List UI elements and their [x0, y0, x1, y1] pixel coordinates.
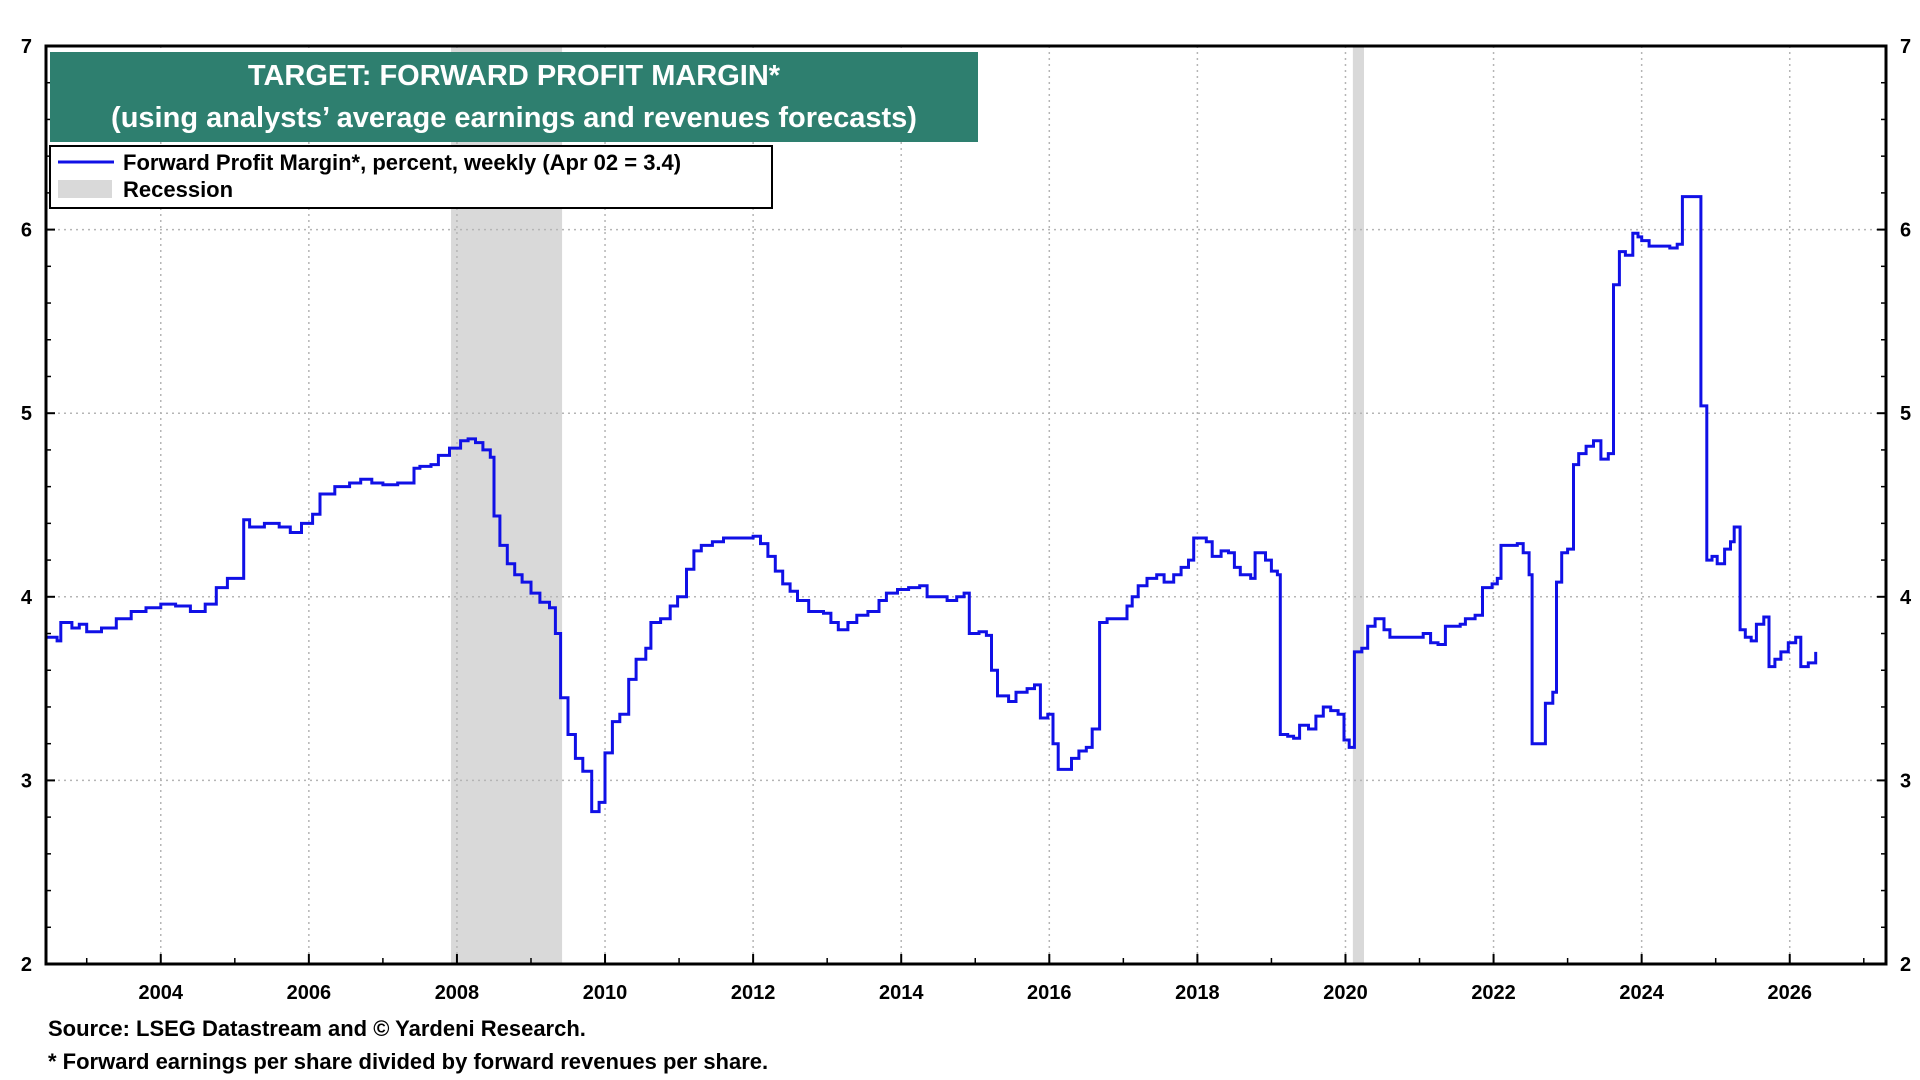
chart-title-line-1: TARGET: FORWARD PROFIT MARGIN* [248, 60, 781, 92]
recession-band [1352, 46, 1364, 964]
x-tick-label: 2004 [139, 982, 184, 1004]
x-tick-label: 2016 [1027, 982, 1072, 1004]
x-tick-label: 2006 [287, 982, 332, 1004]
chart-title-box: TARGET: FORWARD PROFIT MARGIN* (using an… [50, 52, 978, 142]
source-note: Source: LSEG Datastream and © Yardeni Re… [48, 1016, 586, 1041]
x-tick-label: 2024 [1619, 982, 1664, 1004]
y-tick-label-right: 7 [1900, 36, 1911, 58]
legend-frame [49, 145, 773, 209]
axis-labels: 2 2 3 3 4 4 5 5 6 6 7 7 2004 2006 2008 2010 2012 2014 2016… [21, 36, 1912, 1004]
axis-ticks [46, 45, 1886, 965]
y-tick-label-left: 2 [21, 954, 32, 976]
y-tick-label-right: 4 [1900, 587, 1912, 609]
y-tick-label-right: 2 [1900, 954, 1911, 976]
x-tick-label: 2022 [1471, 982, 1516, 1004]
series-line [46, 195, 1818, 814]
y-tick-label-right: 3 [1900, 770, 1911, 792]
footnote: * Forward earnings per share divided by … [48, 1049, 769, 1074]
y-tick-label-right: 5 [1900, 403, 1911, 425]
y-tick-label-left: 4 [21, 587, 33, 609]
x-tick-label: 2010 [583, 982, 628, 1004]
y-tick-label-left: 7 [21, 36, 32, 58]
legend: Forward Profit Margin*, percent, weekly … [49, 145, 773, 209]
y-tick-label-left: 3 [21, 770, 32, 792]
chart-title-line-2: (using analysts’ average earnings and re… [111, 102, 917, 134]
legend-recession-label: Recession [123, 177, 233, 202]
x-tick-label: 2008 [435, 982, 480, 1004]
x-tick-label: 2012 [731, 982, 776, 1004]
series-layer [46, 195, 1818, 814]
x-tick-label: 2020 [1323, 982, 1368, 1004]
gridlines [46, 46, 1886, 964]
x-tick-label: 2018 [1175, 982, 1220, 1004]
x-tick-label: 2026 [1767, 982, 1812, 1004]
plot-frame [44, 44, 1888, 966]
title-background [50, 52, 978, 142]
y-tick-label-right: 6 [1900, 220, 1911, 242]
y-tick-label-left: 6 [21, 220, 32, 242]
legend-recession-swatch [58, 180, 112, 198]
legend-series-label: Forward Profit Margin*, percent, weekly … [123, 150, 681, 175]
y-tick-label-left: 5 [21, 403, 32, 425]
x-tick-label: 2014 [879, 982, 924, 1004]
